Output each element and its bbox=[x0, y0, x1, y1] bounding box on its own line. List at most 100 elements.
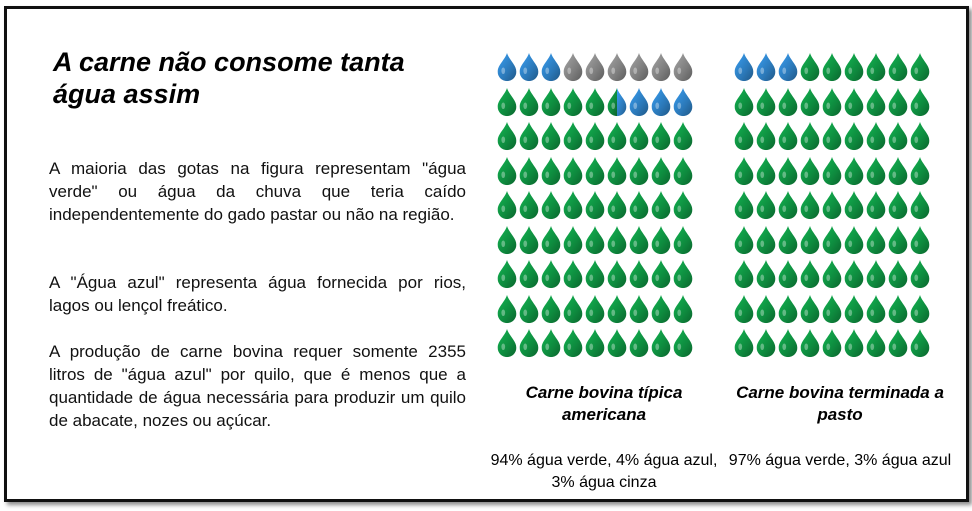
water-drop-green-icon bbox=[909, 52, 931, 87]
water-drop-blue-icon bbox=[672, 87, 694, 122]
water-drop-green-icon bbox=[606, 190, 628, 225]
water-drop-green-icon bbox=[672, 121, 694, 156]
water-drop-green-icon bbox=[540, 259, 562, 294]
caption-grass-finished-beef: Carne bovina terminada a pasto bbox=[736, 383, 944, 424]
water-drop-green-icon bbox=[518, 156, 540, 191]
water-drop-green-icon bbox=[843, 52, 865, 87]
water-drop-green-icon bbox=[518, 121, 540, 156]
water-drop-green-icon bbox=[865, 156, 887, 191]
paragraph-beef-production: A produção de carne bovina requer soment… bbox=[49, 342, 466, 430]
water-drop-green-icon bbox=[650, 328, 672, 363]
water-drop-green-icon bbox=[496, 190, 518, 225]
water-drop-green-icon bbox=[496, 294, 518, 329]
water-drop-green-icon bbox=[799, 328, 821, 363]
water-drop-green-icon bbox=[628, 225, 650, 260]
water-drop-blue-icon bbox=[496, 52, 518, 87]
water-drop-green-icon bbox=[606, 121, 628, 156]
water-drop-green-icon bbox=[672, 294, 694, 329]
water-drop-green-icon bbox=[865, 225, 887, 260]
water-drop-green-icon bbox=[540, 156, 562, 191]
water-drop-green-icon bbox=[733, 121, 755, 156]
paragraph-blue-water: A "Água azul" representa água fornecida … bbox=[49, 273, 466, 315]
water-drop-green-icon bbox=[843, 259, 865, 294]
water-drop-green-icon bbox=[909, 225, 931, 260]
water-drop-green-icon bbox=[628, 156, 650, 191]
water-drop-green-icon bbox=[584, 225, 606, 260]
share-text-grass-finished-beef: 97% água verde, 3% água azul bbox=[728, 452, 952, 469]
water-drop-green-icon bbox=[672, 190, 694, 225]
water-drop-green-icon bbox=[821, 190, 843, 225]
water-drop-blue-icon bbox=[540, 52, 562, 87]
infographic-frame: A carne não consome tanta água assim A m… bbox=[4, 6, 969, 502]
water-drop-green-icon bbox=[887, 328, 909, 363]
water-drop-green-icon bbox=[865, 52, 887, 87]
water-drop-blue-icon bbox=[650, 87, 672, 122]
infographic-title: A carne não consome tanta água assim bbox=[53, 47, 405, 109]
water-drop-green-icon bbox=[821, 225, 843, 260]
water-drop-green-icon bbox=[518, 328, 540, 363]
water-drop-green-icon bbox=[843, 294, 865, 329]
water-drop-green-icon bbox=[733, 259, 755, 294]
water-drop-green-icon bbox=[843, 121, 865, 156]
water-drop-green-icon bbox=[909, 294, 931, 329]
paragraph-green-water: A maioria das gotas na figura representa… bbox=[49, 159, 466, 224]
water-drop-green-icon bbox=[777, 225, 799, 260]
water-drop-green-icon bbox=[584, 328, 606, 363]
water-drop-mixed-icon bbox=[606, 87, 628, 122]
water-drop-green-icon bbox=[799, 225, 821, 260]
water-drop-green-icon bbox=[496, 121, 518, 156]
water-drop-green-icon bbox=[733, 294, 755, 329]
water-drop-green-icon bbox=[821, 87, 843, 122]
water-drop-green-icon bbox=[540, 121, 562, 156]
water-drop-green-icon bbox=[799, 87, 821, 122]
water-drop-green-icon bbox=[584, 156, 606, 191]
water-drop-blue-icon bbox=[733, 52, 755, 87]
water-drop-green-icon bbox=[755, 259, 777, 294]
water-drop-gray-icon bbox=[562, 52, 584, 87]
water-drop-green-icon bbox=[755, 190, 777, 225]
water-drop-green-icon bbox=[518, 225, 540, 260]
water-drop-green-icon bbox=[518, 259, 540, 294]
water-drop-green-icon bbox=[628, 190, 650, 225]
water-drop-green-icon bbox=[909, 156, 931, 191]
water-drop-green-icon bbox=[606, 294, 628, 329]
water-drop-green-icon bbox=[755, 121, 777, 156]
water-drop-blue-icon bbox=[518, 52, 540, 87]
water-drop-green-icon bbox=[777, 87, 799, 122]
drop-grid-typical-beef bbox=[496, 52, 694, 363]
water-drop-green-icon bbox=[562, 190, 584, 225]
water-drop-green-icon bbox=[518, 294, 540, 329]
water-drop-green-icon bbox=[733, 87, 755, 122]
water-drop-gray-icon bbox=[606, 52, 628, 87]
water-drop-green-icon bbox=[755, 328, 777, 363]
water-drop-green-icon bbox=[606, 225, 628, 260]
drop-grid-grass-finished-beef bbox=[733, 52, 931, 363]
water-drop-green-icon bbox=[821, 121, 843, 156]
water-drop-gray-icon bbox=[650, 52, 672, 87]
water-drop-green-icon bbox=[562, 156, 584, 191]
water-drop-green-icon bbox=[672, 225, 694, 260]
water-drop-green-icon bbox=[755, 294, 777, 329]
water-drop-green-icon bbox=[909, 121, 931, 156]
water-drop-green-icon bbox=[777, 328, 799, 363]
water-drop-green-icon bbox=[755, 225, 777, 260]
water-drop-green-icon bbox=[909, 328, 931, 363]
water-drop-green-icon bbox=[496, 156, 518, 191]
water-drop-green-icon bbox=[821, 52, 843, 87]
water-drop-green-icon bbox=[540, 328, 562, 363]
water-drop-green-icon bbox=[672, 156, 694, 191]
water-drop-green-icon bbox=[733, 156, 755, 191]
water-drop-green-icon bbox=[887, 121, 909, 156]
water-drop-green-icon bbox=[887, 156, 909, 191]
water-drop-green-icon bbox=[777, 294, 799, 329]
water-drop-green-icon bbox=[799, 52, 821, 87]
water-drop-gray-icon bbox=[672, 52, 694, 87]
water-drop-green-icon bbox=[887, 87, 909, 122]
water-drop-green-icon bbox=[777, 259, 799, 294]
water-drop-green-icon bbox=[606, 328, 628, 363]
water-drop-green-icon bbox=[606, 156, 628, 191]
water-drop-green-icon bbox=[518, 190, 540, 225]
water-drop-green-icon bbox=[821, 259, 843, 294]
water-drop-green-icon bbox=[733, 328, 755, 363]
water-drop-green-icon bbox=[755, 87, 777, 122]
